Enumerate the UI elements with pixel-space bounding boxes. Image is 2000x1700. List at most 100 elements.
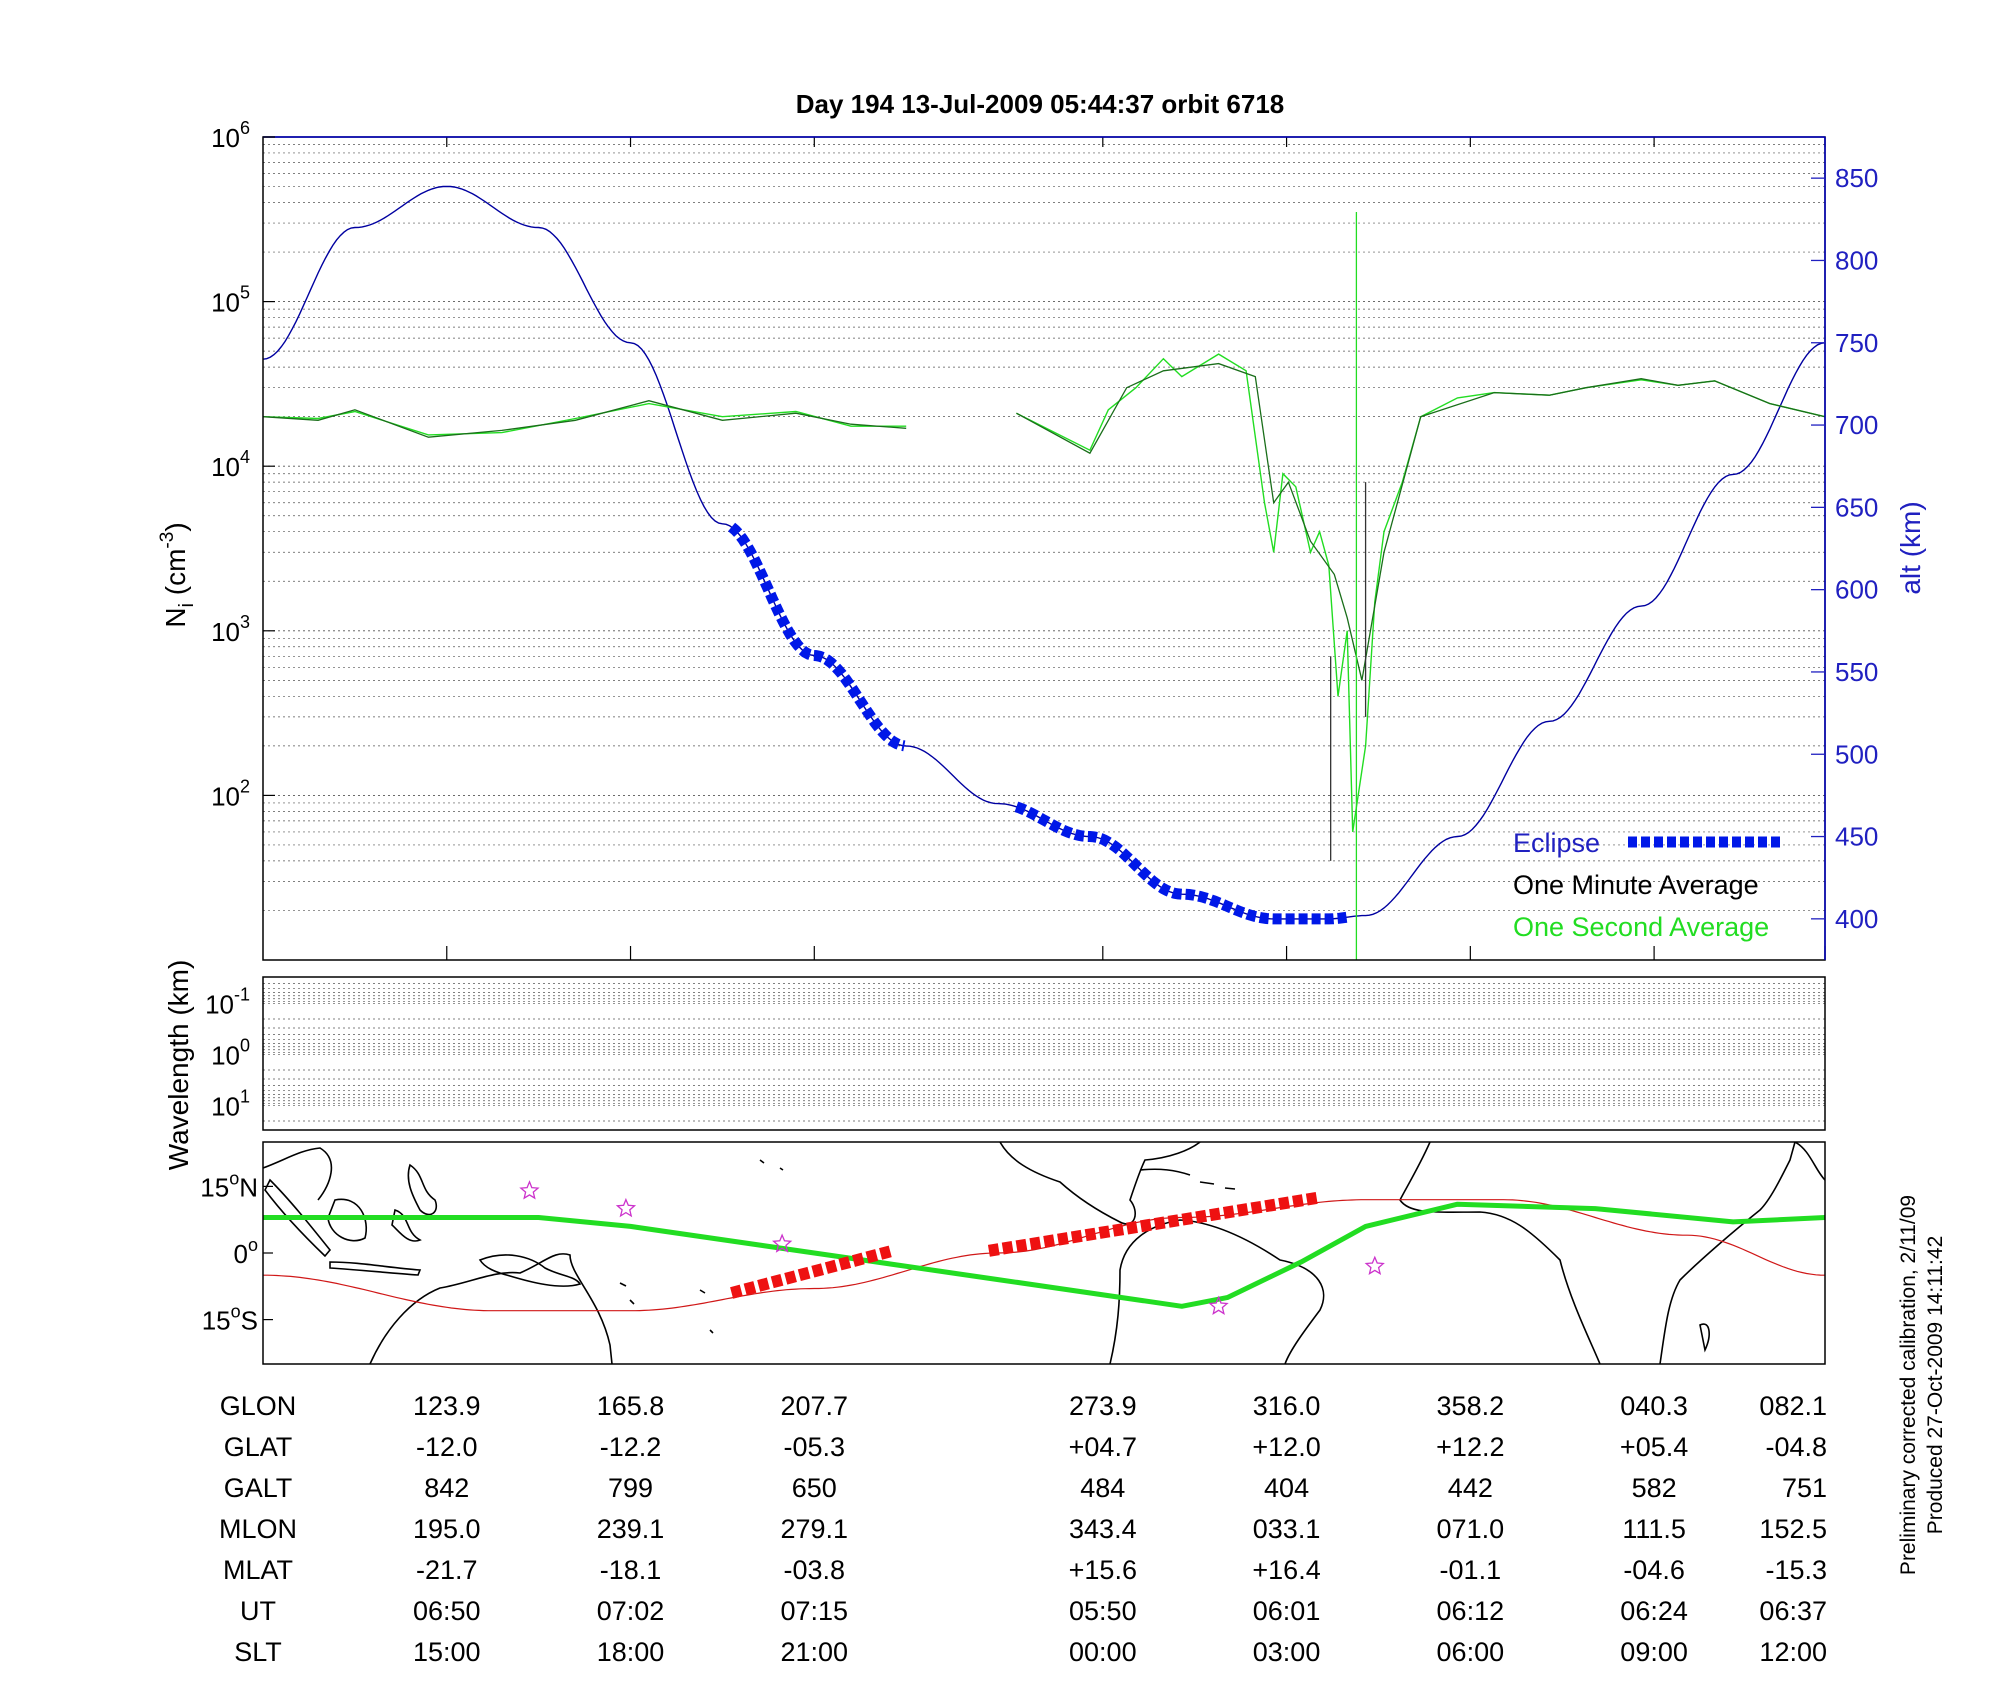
table-cell: 273.9: [1069, 1391, 1137, 1421]
table-cell: 404: [1264, 1473, 1309, 1503]
table-cell: 279.1: [781, 1514, 849, 1544]
credit-produced: Produced 27-Oct-2009 14:11:42: [1924, 1236, 1947, 1534]
table-cell: 442: [1448, 1473, 1493, 1503]
table-cell: 484: [1080, 1473, 1125, 1503]
wavelength-tick-label: 100: [211, 1036, 250, 1071]
africa-east-coast: [1659, 1142, 1796, 1364]
table-cell: -21.7: [416, 1555, 478, 1585]
table-cell: 582: [1632, 1473, 1677, 1503]
sulawesi-coast: [391, 1208, 422, 1242]
station-star-marker: [1364, 1255, 1385, 1275]
north-america-coast: [999, 1142, 1201, 1225]
one-minute-average-line: [1016, 362, 1826, 681]
philippines-coast: [407, 1163, 438, 1216]
table-cell: -01.1: [1440, 1555, 1502, 1585]
wavelength-tick-label: 101: [211, 1087, 250, 1122]
table-cell: +04.7: [1069, 1432, 1137, 1462]
table-cell: 207.7: [781, 1391, 849, 1421]
table-cell: 06:01: [1253, 1596, 1321, 1626]
altitude-tick-label: 550: [1835, 657, 1878, 687]
station-star-marker: [1208, 1295, 1229, 1315]
table-cell: 21:00: [781, 1637, 849, 1667]
altitude-tick-label: 750: [1835, 328, 1878, 358]
altitude-tick-label: 850: [1835, 163, 1878, 193]
table-cell: 18:00: [597, 1637, 665, 1667]
lat-tick-label: 15oS: [202, 1302, 258, 1336]
table-cell: 033.1: [1253, 1514, 1321, 1544]
table-cell: 650: [792, 1473, 837, 1503]
table-cell: 111.5: [1622, 1514, 1686, 1544]
table-cell: +15.6: [1069, 1555, 1137, 1585]
wavelength-grid: [263, 976, 1825, 1131]
table-cell: -04.8: [1765, 1432, 1827, 1462]
altitude-axis-label: alt (km): [1895, 501, 1926, 594]
table-row-label: UT: [240, 1596, 276, 1626]
borneo-coast: [327, 1198, 367, 1242]
table-cell: 06:24: [1620, 1596, 1688, 1626]
altitude-tick-label: 400: [1835, 904, 1878, 934]
table-cell: -12.0: [416, 1432, 478, 1462]
altitude-tick-label: 450: [1835, 822, 1878, 852]
table-cell: 00:00: [1069, 1637, 1137, 1667]
table-cell: 07:15: [781, 1596, 849, 1626]
density-tick-label: 106: [211, 118, 250, 153]
table-cell: -12.2: [600, 1432, 662, 1462]
australia-coast: [369, 1253, 613, 1364]
table-row-label: GLON: [220, 1391, 297, 1421]
coordinate-table: GLON 123.9 165.8 207.7 273.9 316.0 358.2 040.3 0…: [219, 1391, 1827, 1667]
coastlines: [263, 1142, 1825, 1364]
altitude-tick-label: 600: [1835, 575, 1878, 605]
table-row-label: MLON: [219, 1514, 297, 1544]
density-axis-label: Ni (cm-3): [157, 522, 198, 627]
density-tick-label: 103: [211, 612, 250, 647]
eclipse-segment: [728, 522, 906, 752]
table-cell: 358.2: [1437, 1391, 1505, 1421]
legend-entry: One Second Average: [1513, 912, 1769, 942]
density-tick-label: 102: [211, 776, 250, 811]
table-cell: -05.3: [784, 1432, 846, 1462]
map-eclipse-segment: [987, 1191, 1321, 1257]
table-cell: 799: [608, 1473, 653, 1503]
density-x-grid: [446, 137, 1826, 960]
wavelength-ticks: 10-1 100 101: [205, 985, 250, 1122]
arabia-coast: [1794, 1142, 1825, 1181]
table-cell: +05.4: [1620, 1432, 1688, 1462]
density-y-ticks: 106 105 104 103 102: [211, 118, 275, 811]
table-row-label: MLAT: [223, 1555, 293, 1585]
wavelength-tick-label: 10-1: [205, 985, 250, 1020]
table-cell: 343.4: [1069, 1514, 1137, 1544]
table-cell: -15.3: [1765, 1555, 1827, 1585]
map-panel: 15oN 0o 15oS: [200, 1141, 1826, 1365]
altitude-line: [262, 185, 1826, 920]
chart-title: Day 194 13-Jul-2009 05:44:37 orbit 6718: [796, 89, 1285, 119]
one-second-average-line: [262, 402, 907, 436]
density-tick-label: 105: [211, 283, 250, 318]
lat-tick-label: 15oN: [200, 1168, 258, 1202]
table-cell: 123.9: [413, 1391, 481, 1421]
wavelength-frame: [262, 976, 1826, 1131]
table-cell: 05:50: [1069, 1596, 1137, 1626]
station-star-marker: [615, 1197, 637, 1218]
caribbean-islands: [1139, 1168, 1236, 1190]
legend: Eclipse One Minute Average One Second Aver…: [1513, 828, 1780, 942]
credit-calibration: Preliminary corrected calibration, 2/11/…: [1897, 1195, 1920, 1575]
table-cell: -18.1: [600, 1555, 662, 1585]
java-coast: [329, 1261, 422, 1276]
eclipse-segment: [1014, 801, 1348, 925]
table-cell: 06:50: [413, 1596, 481, 1626]
pacific-islands: [619, 1159, 784, 1334]
table-cell: 15:00: [413, 1637, 481, 1667]
table-cell: 165.8: [597, 1391, 665, 1421]
sumatra-coast: [264, 1178, 332, 1258]
madagascar-coast: [1699, 1323, 1710, 1353]
table-cell: 195.0: [413, 1514, 481, 1544]
table-cell: +16.4: [1252, 1555, 1320, 1585]
altitude-tick-label: 500: [1835, 739, 1878, 769]
table-cell: 06:37: [1759, 1596, 1827, 1626]
map-lat-ticks: 15oN 0o 15oS: [200, 1168, 273, 1336]
table-cell: 152.5: [1759, 1514, 1827, 1544]
table-cell: 06:00: [1437, 1637, 1505, 1667]
table-cell: 082.1: [1759, 1391, 1827, 1421]
lat-tick-label: 0o: [234, 1235, 258, 1269]
